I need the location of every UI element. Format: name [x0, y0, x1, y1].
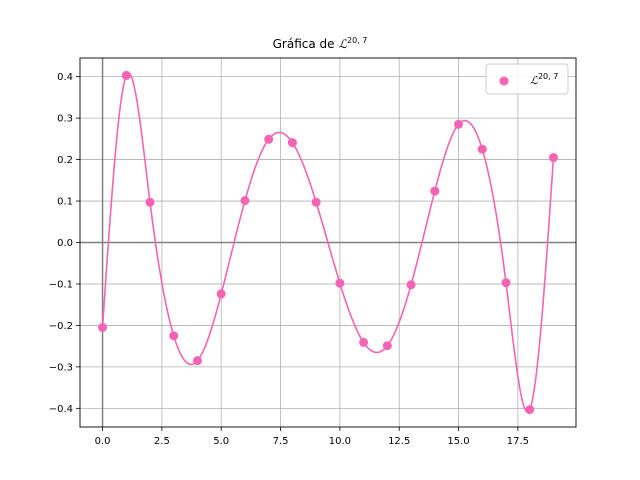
x-tick-label: 0.0 [95, 436, 111, 447]
data-point [430, 186, 440, 196]
legend-box [485, 63, 569, 95]
data-point [359, 337, 369, 347]
y-tick-label: 0.1 [57, 197, 73, 208]
data-points [98, 70, 558, 415]
y-axis-ticks: −0.4 −0.3 −0.2 −0.1 0.0 0.1 0.2 0.3 0.4 [49, 72, 80, 415]
x-tick-label: 7.5 [273, 436, 289, 447]
y-tick-label: 0.4 [57, 72, 73, 83]
y-tick-label: −0.1 [49, 279, 73, 290]
data-point [454, 119, 464, 129]
y-tick-label: 0.0 [57, 238, 73, 249]
y-tick-label: −0.3 [49, 362, 73, 373]
series-curve [101, 72, 555, 413]
data-point [169, 331, 179, 341]
data-point [311, 197, 321, 207]
x-tick-label: 2.5 [154, 436, 170, 447]
x-tick-label: 5.0 [213, 436, 229, 447]
data-point [264, 134, 274, 144]
legend: ℒ20, 7 [485, 63, 569, 95]
chart-title: Gráfica de ℒ20, 7 [273, 36, 368, 51]
data-point [501, 278, 511, 288]
interpolation-curve [101, 72, 555, 413]
data-point [145, 197, 155, 207]
x-tick-label: 10.0 [329, 436, 351, 447]
x-tick-label: 15.0 [447, 436, 469, 447]
data-point [525, 405, 535, 415]
data-point [477, 144, 487, 154]
data-point [287, 138, 297, 148]
x-axis-ticks: 0.0 2.5 5.0 7.5 10.0 12.5 15.0 17.5 [95, 427, 529, 447]
data-point [216, 289, 226, 299]
x-tick-label: 12.5 [388, 436, 410, 447]
data-point [335, 278, 345, 288]
legend-marker [499, 76, 509, 86]
data-point [382, 341, 392, 351]
data-point [192, 356, 202, 366]
data-point [240, 196, 250, 206]
data-point [121, 70, 131, 80]
y-tick-label: 0.2 [57, 155, 73, 166]
x-tick-label: 17.5 [507, 436, 529, 447]
data-point [548, 153, 558, 163]
legend-label: ℒ20, 7 [530, 72, 558, 87]
data-point [406, 280, 416, 290]
data-point [98, 322, 108, 332]
y-tick-label: 0.3 [57, 114, 73, 125]
y-tick-label: −0.4 [49, 404, 73, 415]
y-tick-label: −0.2 [49, 321, 73, 332]
